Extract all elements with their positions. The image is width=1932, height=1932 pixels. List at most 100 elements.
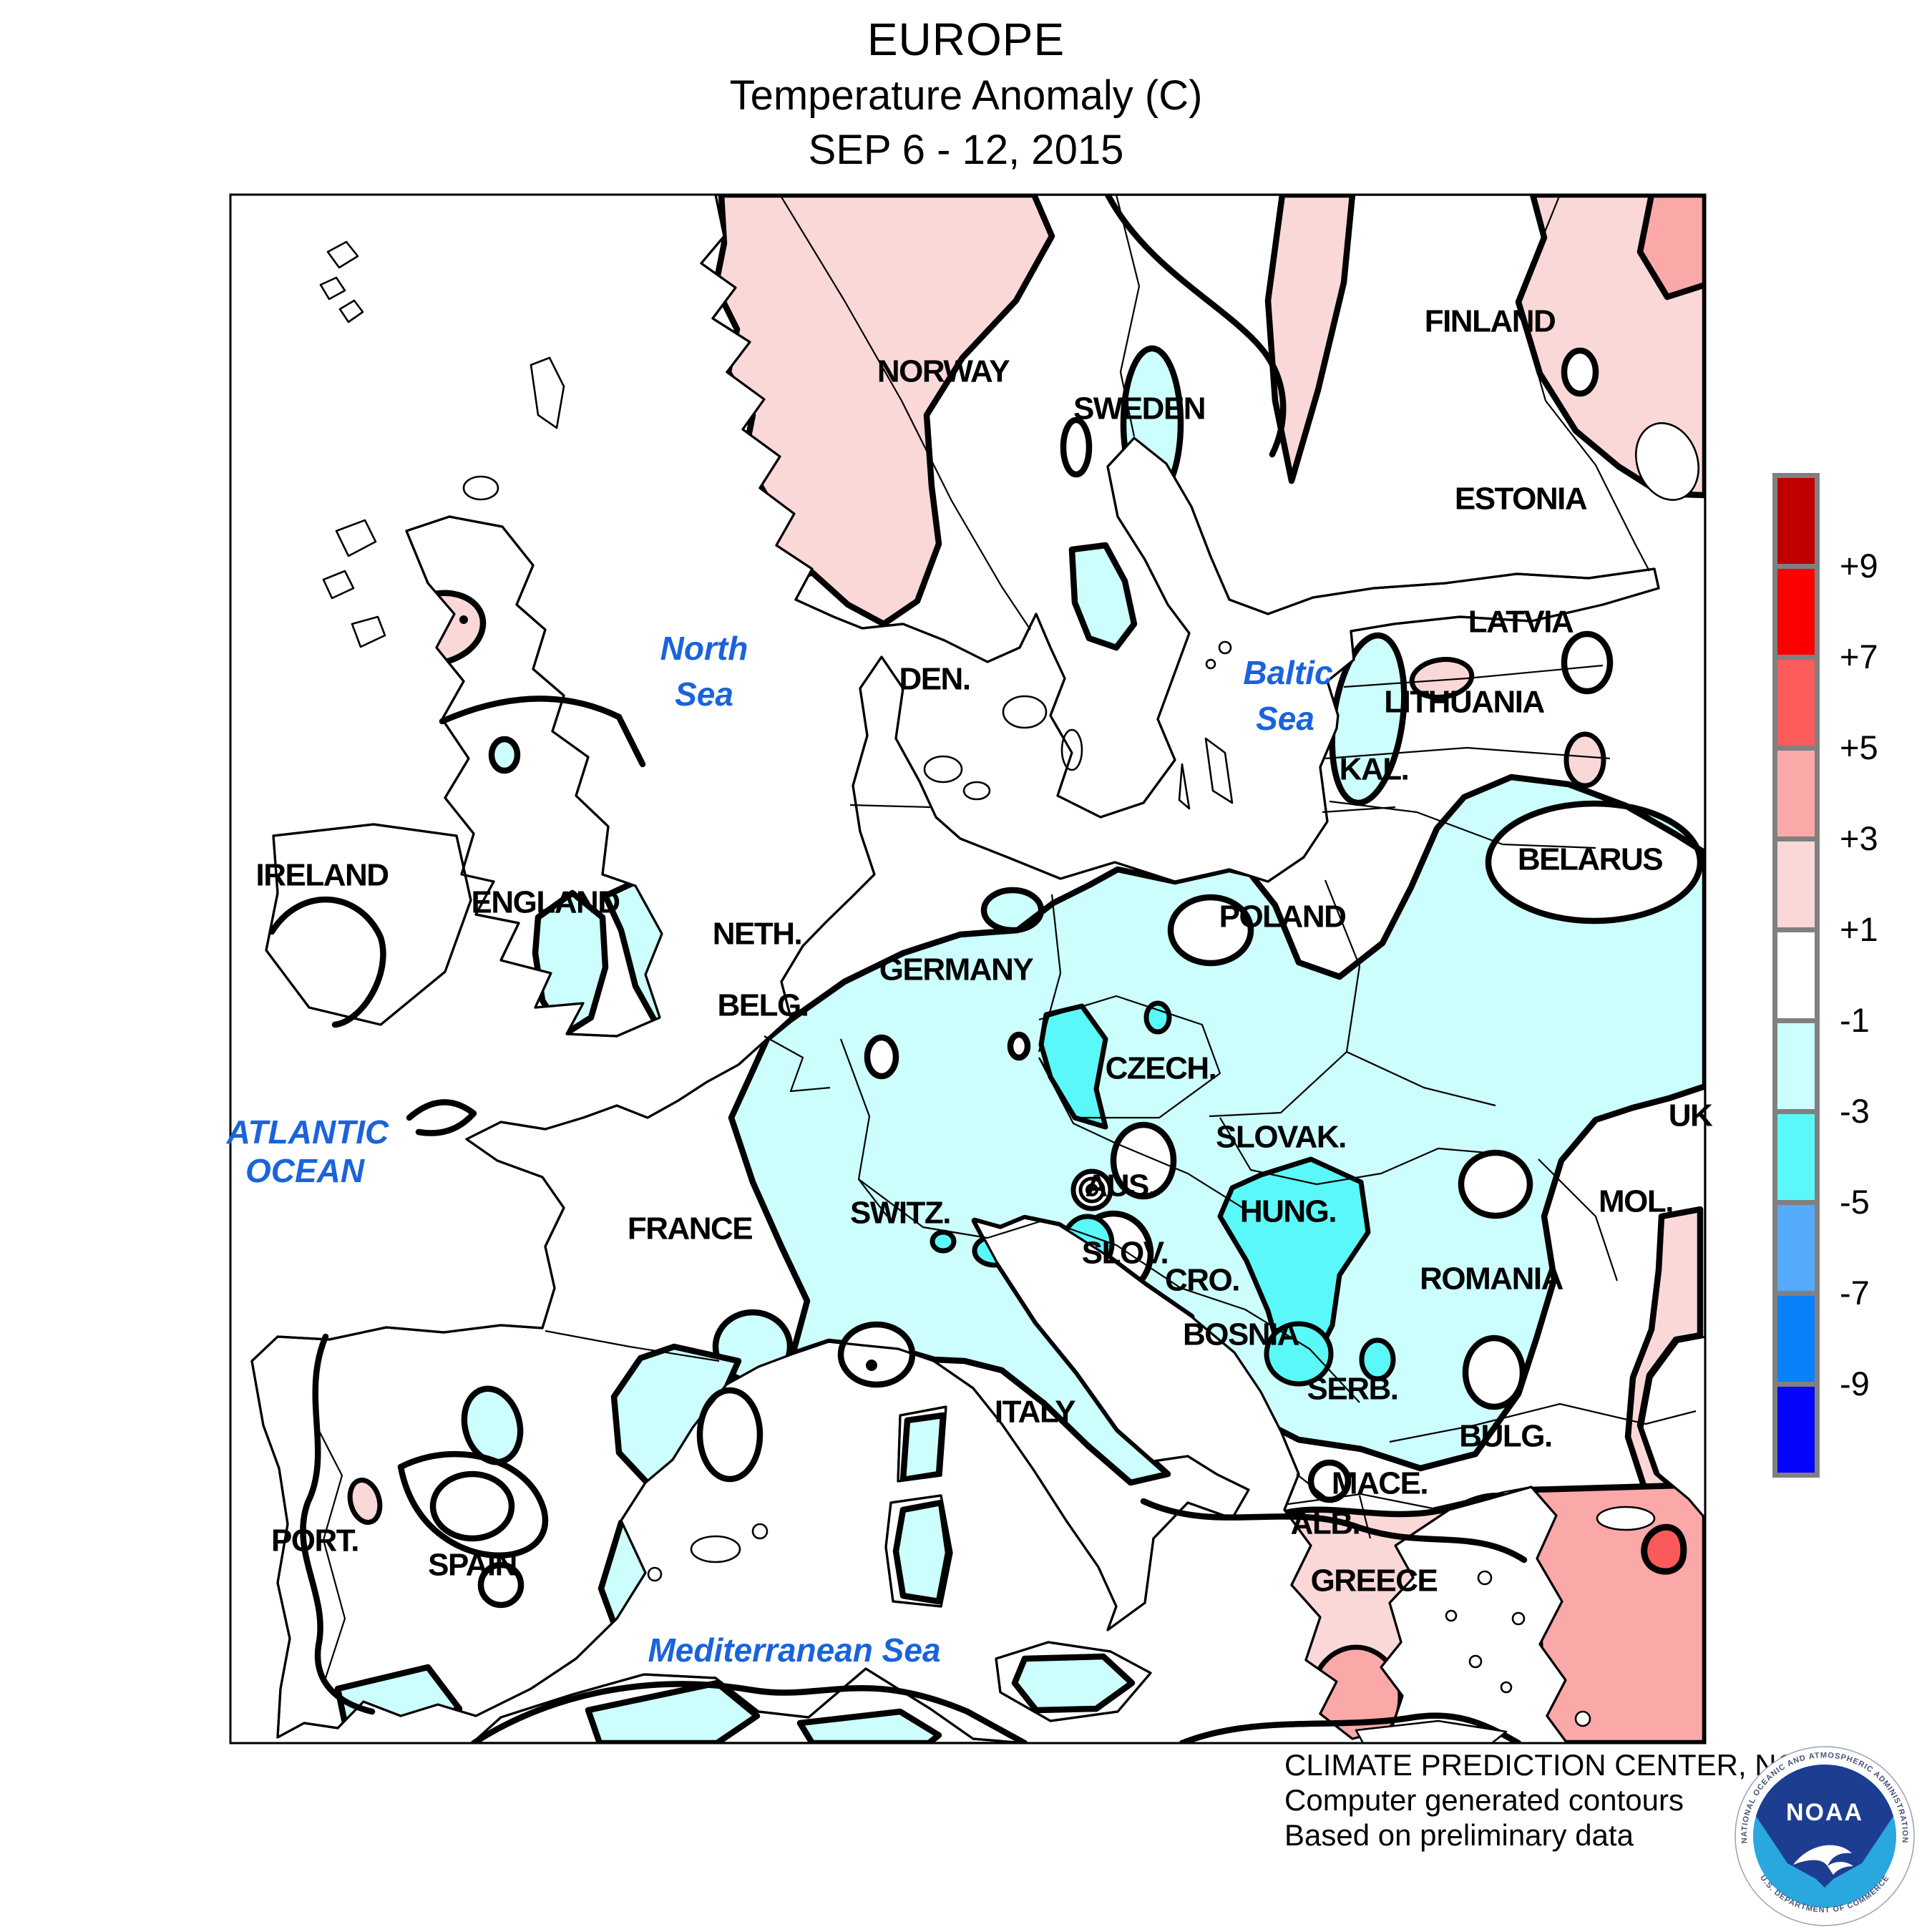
open-contours xyxy=(268,195,1528,1743)
cold-patch-africa-2 xyxy=(796,1708,942,1743)
map-label-italy: ITALY xyxy=(995,1395,1075,1430)
scale-cell-3 xyxy=(1772,746,1820,841)
faroe-island-1 xyxy=(326,240,359,269)
color-scale: +9 +7 +5 +3 +1 -1 -3 -5 -7 -9 xyxy=(1772,473,1878,1478)
lake-vanern xyxy=(1002,695,1048,729)
map-label-baltic-sea-2: Sea xyxy=(1256,700,1314,737)
map-label-north-sea-1: North xyxy=(660,630,748,667)
aland-2 xyxy=(1205,658,1216,670)
warmer-corner-northeast xyxy=(1636,195,1705,301)
contour-oval-languedoc xyxy=(696,1387,763,1483)
warm-dot-spain xyxy=(347,1478,383,1525)
noaa-logo-dark-field xyxy=(1756,1765,1893,1888)
map-label-slovenia: SLOV. xyxy=(1082,1236,1168,1271)
scale-tick-m1: -1 xyxy=(1840,1001,1870,1039)
orkney xyxy=(462,475,499,501)
hebrides-1 xyxy=(335,519,377,557)
map-label-atlantic-1: ATLANTIC xyxy=(226,1113,389,1151)
map-label-portugal: PORT. xyxy=(271,1523,358,1558)
scale-tick-p5: +5 xyxy=(1840,728,1878,766)
map-label-lithuania: LITHUANIA xyxy=(1384,685,1544,720)
map-label-england: ENGLAND xyxy=(471,885,619,920)
map-label-belgium: BELG. xyxy=(718,988,809,1023)
faroe-island-3 xyxy=(338,299,364,323)
small-islands xyxy=(319,240,1656,1743)
contour-oval-provence xyxy=(837,1321,916,1388)
map-label-romania: ROMANIA xyxy=(1420,1262,1563,1297)
page-subtitle: Temperature Anomaly (C) xyxy=(729,72,1203,119)
cold-patch-sardinia xyxy=(892,1499,952,1605)
map-label-estonia: ESTONIA xyxy=(1455,482,1587,517)
credit-line-method: Computer generated contours xyxy=(1284,1783,1684,1817)
ibiza xyxy=(647,1566,663,1582)
scale-tick-p3: +3 xyxy=(1840,819,1878,857)
cold-patch-south-sweden xyxy=(1068,542,1138,651)
contour-dot-provence xyxy=(866,1360,877,1371)
bullseye-austria xyxy=(1070,1169,1113,1211)
map-label-france: FRANCE xyxy=(628,1211,752,1246)
scale-cell-2 xyxy=(1772,655,1820,751)
colder-patch-alps-1 xyxy=(930,1229,957,1254)
hebrides-3 xyxy=(351,615,386,648)
scale-cell-4 xyxy=(1772,836,1820,932)
crete xyxy=(1355,1719,1508,1743)
danish-island-1 xyxy=(923,755,963,784)
aegean-island-5 xyxy=(1445,1609,1458,1622)
map-label-ireland: IRELAND xyxy=(255,858,388,893)
colder-patch-alps-2 xyxy=(972,1234,1018,1268)
faroe-island-2 xyxy=(319,276,346,301)
credit-line-source: CLIMATE PREDICTION CENTER, NOAA xyxy=(1284,1748,1840,1782)
danish-island-2 xyxy=(962,781,991,801)
scale-tick-p1: +1 xyxy=(1840,910,1878,948)
map-label-moldova: MOL. xyxy=(1599,1184,1673,1219)
cold-patch-scotland xyxy=(488,736,521,774)
scale-cell-9 xyxy=(1772,1291,1820,1387)
map-label-belarus: BELARUS xyxy=(1518,842,1662,877)
aegean-island-2 xyxy=(1511,1611,1526,1626)
scale-cell-7 xyxy=(1772,1109,1820,1205)
map-label-mediterranean: Mediterranean Sea xyxy=(648,1631,940,1669)
cold-patch-corsica xyxy=(899,1412,947,1483)
contour-ring-spain-2 xyxy=(477,1561,525,1609)
sea-of-marmara xyxy=(1596,1506,1656,1531)
scale-cell-10 xyxy=(1772,1382,1820,1478)
colder-patch-bosnia xyxy=(1264,1321,1334,1387)
map-label-austria: AUS. xyxy=(1085,1169,1156,1204)
cold-patch-sicily xyxy=(1011,1653,1136,1714)
map-label-sweden: SWEDEN xyxy=(1073,391,1205,426)
map-label-baltic-sea-1: Baltic xyxy=(1243,654,1332,691)
mallorca xyxy=(690,1535,741,1563)
map-label-czech: CZECH. xyxy=(1106,1051,1216,1086)
lake-ladoga xyxy=(1634,422,1700,501)
map-label-greece: GREECE xyxy=(1311,1563,1438,1599)
aegean-island-1 xyxy=(1477,1570,1493,1586)
oland xyxy=(1178,763,1191,810)
map-label-north-sea-2: Sea xyxy=(675,675,733,713)
map-label-croatia: CRO. xyxy=(1165,1263,1239,1298)
colder-patch-serbia xyxy=(1359,1337,1396,1382)
map-label-hungary: HUNG. xyxy=(1240,1194,1336,1229)
map-label-serbia: SERB. xyxy=(1307,1372,1398,1407)
map-label-atlantic-2: OCEAN xyxy=(245,1152,365,1189)
map-label-ukraine: UK xyxy=(1669,1098,1713,1133)
hot-spot-turkey xyxy=(1641,1523,1687,1575)
cold-patch-africa-1 xyxy=(585,1679,761,1743)
map-label-bosnia: BOSNIA xyxy=(1183,1317,1299,1352)
map-label-netherlands: NETH. xyxy=(713,917,802,952)
scale-cell-6 xyxy=(1772,1018,1820,1114)
hebrides-2 xyxy=(322,570,355,600)
colder-patch-north-czech xyxy=(1143,1000,1172,1035)
map-label-latvia: LATVIA xyxy=(1468,605,1574,640)
map-label-switzerland: SWITZ. xyxy=(850,1196,950,1231)
aegean-island-3 xyxy=(1468,1654,1483,1669)
contour-oval-norway xyxy=(1060,416,1093,478)
scale-cell-0 xyxy=(1772,473,1820,569)
scale-tick-m5: -5 xyxy=(1840,1183,1870,1221)
cold-anomaly-central-europe xyxy=(712,774,1705,1486)
map-label-bulgaria: BULG. xyxy=(1459,1419,1551,1454)
noaa-logo: NOAA NATIONAL OCEANIC AND ATMOSPHERIC AD… xyxy=(1735,1746,1915,1926)
scale-tick-m7: -7 xyxy=(1840,1274,1870,1312)
scale-cell-5 xyxy=(1772,927,1820,1023)
